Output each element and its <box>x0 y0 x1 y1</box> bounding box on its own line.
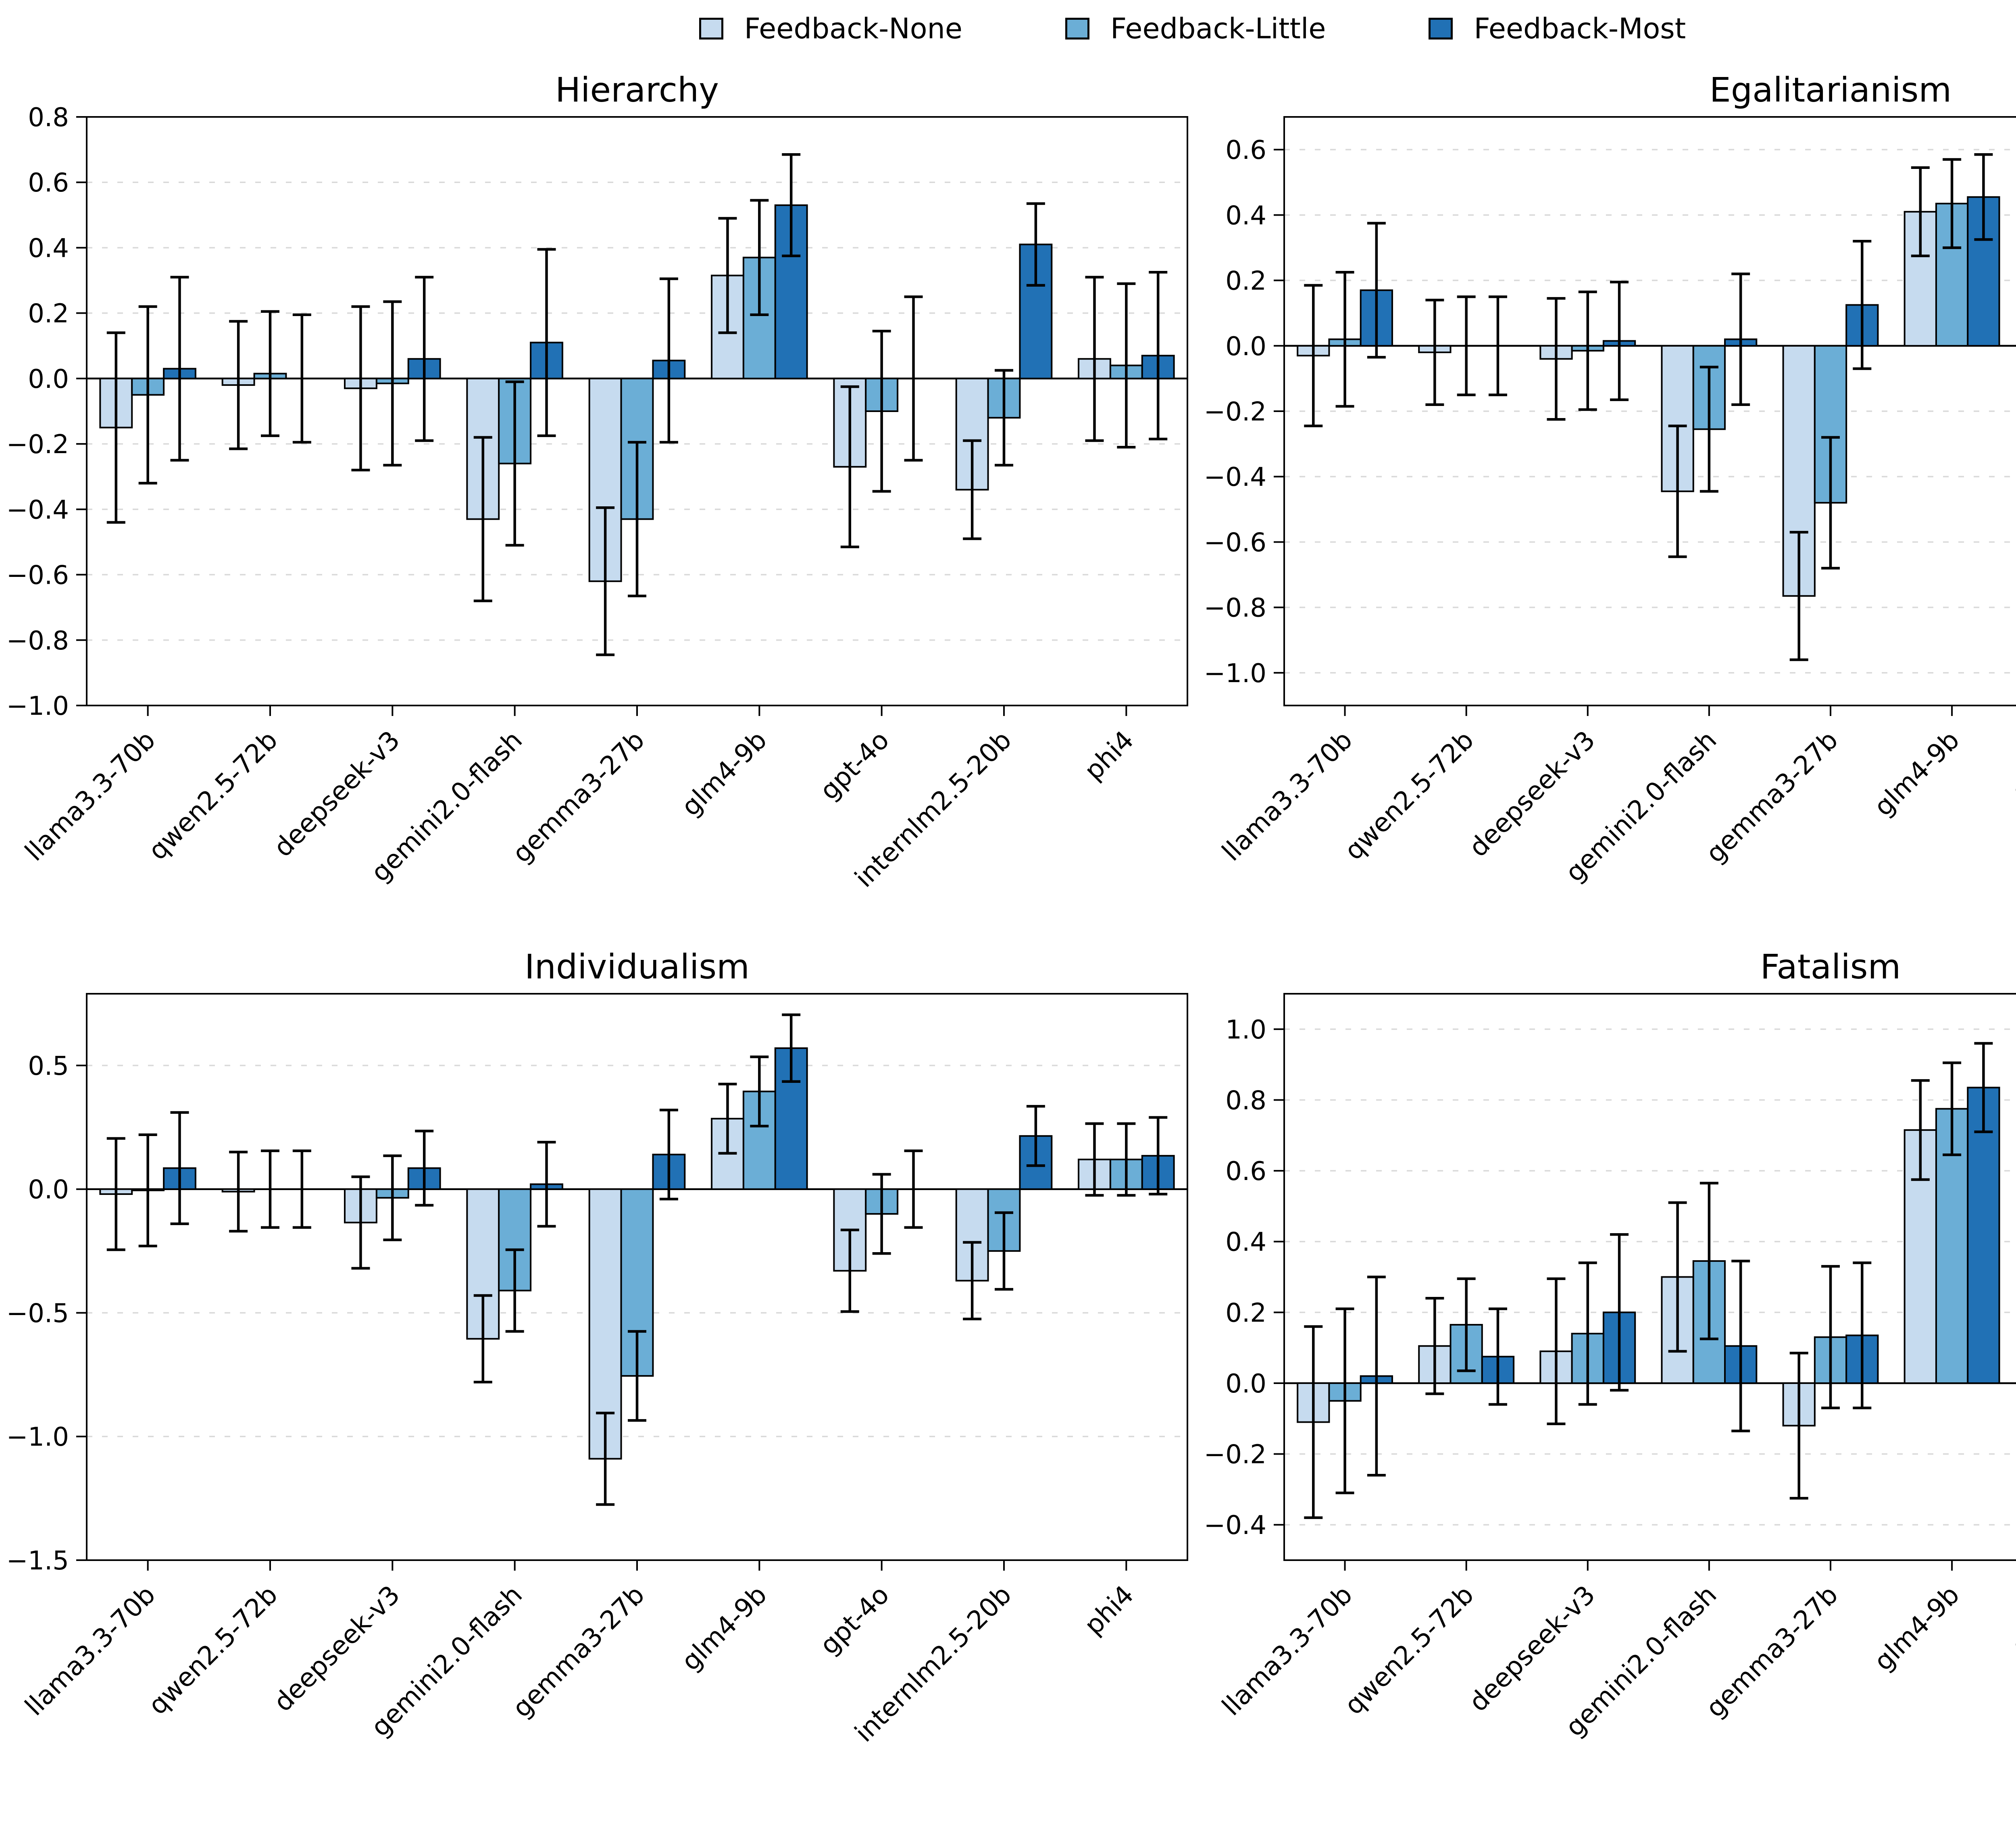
y-tick-label: 0.4 <box>1225 1228 1266 1257</box>
legend-item-feedback-most: Feedback-Most <box>1429 12 1686 45</box>
axes-frame <box>1283 116 2016 706</box>
y-tick-label: −1.0 <box>6 1422 69 1452</box>
y-tick-label: 0.6 <box>1225 135 1266 165</box>
y-tick-label: 0.0 <box>28 1175 69 1205</box>
x-tick-label: glm4-9b <box>1868 725 1965 822</box>
y-tick-label: 0.0 <box>1225 332 1266 362</box>
y-tick-label: −0.4 <box>6 495 69 525</box>
x-tick-label: llama3.3-70b <box>1216 725 1358 867</box>
y-tick-label: 0.8 <box>28 103 69 133</box>
x-tick-label: glm4-9b <box>1868 1580 1965 1677</box>
y-tick-label: −1.0 <box>1204 659 1266 689</box>
x-tick-label: qwen2.5-72b <box>143 725 283 866</box>
axes-frame <box>1283 993 2016 1561</box>
y-tick-label: −0.6 <box>6 561 69 591</box>
feedback-most-swatch-icon <box>1429 18 1453 40</box>
y-tick-label: 0.8 <box>1225 1086 1266 1115</box>
x-tick-label: glm4-9b <box>676 1580 773 1677</box>
y-tick-label: 0.0 <box>28 364 69 394</box>
x-tick-label: qwen2.5-72b <box>143 1580 283 1721</box>
legend: Feedback-None Feedback-Little Feedback-M… <box>0 12 2016 45</box>
y-tick-label: 0.0 <box>1225 1369 1266 1399</box>
x-tick-label: gpt-4o <box>814 725 895 806</box>
feedback-none-swatch-icon <box>699 18 723 40</box>
legend-label: Feedback-Most <box>1474 12 1686 45</box>
x-tick-label: deepseek-v3 <box>1463 1580 1601 1718</box>
y-tick-label: −0.2 <box>1204 1440 1266 1470</box>
y-tick-label: 0.4 <box>28 233 69 263</box>
y-tick-label: 0.5 <box>28 1051 69 1081</box>
axes-frame <box>86 993 1188 1561</box>
x-tick-label: glm4-9b <box>676 725 773 822</box>
chart-title: Hierarchy <box>555 70 719 110</box>
x-tick-label: llama3.3-70b <box>1216 1580 1358 1722</box>
y-tick-label: −1.0 <box>6 691 69 721</box>
y-tick-label: 0.2 <box>28 299 69 329</box>
y-tick-label: −0.5 <box>6 1299 69 1328</box>
x-tick-label: llama3.3-70b <box>19 1580 161 1722</box>
y-tick-label: −0.6 <box>1204 528 1266 558</box>
axes-frame <box>86 116 1188 706</box>
x-tick-label: gpt-4o <box>2006 725 2016 806</box>
chart-title: Fatalism <box>1760 947 1901 986</box>
x-tick-label: deepseek-v3 <box>268 725 406 863</box>
y-tick-label: −0.8 <box>1204 593 1266 623</box>
y-tick-label: −1.5 <box>6 1546 69 1576</box>
y-tick-label: 0.2 <box>1225 266 1266 296</box>
x-tick-label: phi4 <box>1079 1580 1140 1641</box>
y-tick-label: −0.4 <box>1204 462 1266 492</box>
feedback-little-swatch-icon <box>1065 18 1089 40</box>
x-tick-label: deepseek-v3 <box>1463 725 1601 863</box>
bar-feedback-most <box>1967 1086 2000 1384</box>
chart-title: Individualism <box>525 947 750 986</box>
x-tick-label: phi4 <box>1079 725 1140 786</box>
x-tick-label: gemma3-27b <box>507 725 650 869</box>
legend-item-feedback-none: Feedback-None <box>699 12 962 45</box>
y-tick-label: −0.8 <box>6 626 69 656</box>
x-tick-label: gpt-4o <box>2006 1580 2016 1661</box>
y-tick-label: −0.4 <box>1204 1511 1266 1540</box>
legend-label: Feedback-Little <box>1110 12 1326 45</box>
y-tick-label: 0.4 <box>1225 201 1266 231</box>
x-tick-label: llama3.3-70b <box>19 725 161 867</box>
y-tick-label: 1.0 <box>1225 1015 1266 1045</box>
x-tick-label: gemma3-27b <box>507 1580 650 1723</box>
legend-item-feedback-little: Feedback-Little <box>1065 12 1326 45</box>
legend-label: Feedback-None <box>744 12 962 45</box>
y-tick-label: −0.2 <box>1204 397 1266 427</box>
x-tick-label: gpt-4o <box>814 1580 895 1661</box>
chart-title: Egalitarianism <box>1710 70 1951 110</box>
y-tick-label: −0.2 <box>6 430 69 460</box>
y-tick-label: 0.6 <box>1225 1157 1266 1186</box>
x-tick-label: deepseek-v3 <box>268 1580 406 1718</box>
x-tick-label: qwen2.5-72b <box>1339 725 1480 866</box>
x-tick-label: qwen2.5-72b <box>1339 1580 1480 1721</box>
y-tick-label: 0.6 <box>28 168 69 198</box>
y-tick-label: 0.2 <box>1225 1298 1266 1328</box>
